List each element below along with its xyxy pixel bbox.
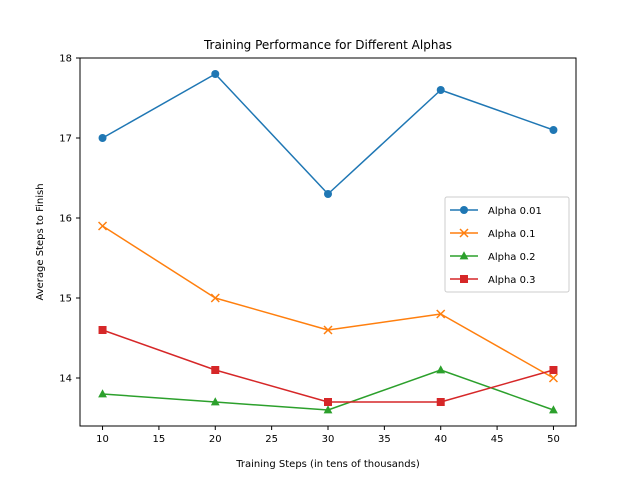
series-4 [98, 326, 558, 406]
series-1 [98, 70, 558, 198]
data-point [436, 309, 446, 319]
y-axis: 14 15 16 17 18 [59, 54, 80, 385]
legend-item: Alpha 0.3 [450, 275, 536, 286]
legend-label: Alpha 0.3 [488, 275, 536, 286]
data-point [98, 134, 107, 142]
x-axis-label: Training Steps (in tens of thousands) [235, 459, 420, 470]
data-point [549, 126, 558, 134]
legend-marker [459, 228, 469, 238]
data-point [211, 70, 220, 78]
y-axis-label: Average Steps to Finish [35, 183, 46, 300]
legend-marker [459, 251, 469, 260]
data-point [548, 373, 558, 383]
legend-label: Alpha 0.2 [488, 252, 536, 263]
y-tick-label: 17 [59, 134, 72, 145]
data-point [436, 365, 446, 374]
data-point [210, 397, 220, 406]
data-point [98, 326, 107, 334]
y-tick-label: 16 [59, 214, 72, 225]
x-tick-label: 35 [378, 434, 391, 445]
series-3 [98, 365, 558, 414]
data-point [324, 190, 332, 198]
legend-item: Alpha 0.2 [450, 251, 536, 263]
data-point [323, 405, 333, 414]
x-tick-label: 10 [96, 434, 109, 445]
data-point [211, 366, 220, 374]
legend-marker [460, 275, 468, 283]
y-tick-label: 15 [59, 294, 72, 305]
legend-box [444, 196, 570, 293]
plot-area [98, 70, 558, 414]
x-axis: 10 15 20 25 30 35 40 45 50 [96, 426, 560, 445]
legend-item: Alpha 0.01 [450, 206, 542, 217]
data-point [98, 221, 108, 231]
legend-label: Alpha 0.01 [488, 206, 542, 217]
y-tick-label: 14 [59, 374, 72, 385]
data-point [549, 405, 558, 414]
data-point [210, 293, 220, 303]
x-tick-label: 30 [322, 434, 335, 445]
legend: Alpha 0.01 Alpha 0.1 Alpha 0.2 Alpha 0.3 [444, 196, 570, 293]
x-tick-label: 45 [491, 434, 504, 445]
data-point [323, 325, 333, 335]
data-point [436, 398, 445, 406]
data-point [98, 389, 107, 398]
data-point [549, 366, 558, 374]
x-tick-label: 50 [547, 434, 560, 445]
data-point [436, 86, 445, 94]
x-tick-label: 20 [209, 434, 222, 445]
chart-title: Training Performance for Different Alpha… [203, 38, 452, 52]
x-tick-label: 15 [153, 434, 166, 445]
data-point [324, 398, 332, 406]
x-tick-label: 25 [265, 434, 278, 445]
legend-marker [460, 206, 468, 214]
y-tick-label: 18 [59, 54, 72, 65]
legend-label: Alpha 0.1 [488, 229, 536, 240]
legend-item: Alpha 0.1 [450, 228, 536, 240]
x-tick-label: 40 [434, 434, 447, 445]
series-2 [98, 221, 558, 383]
